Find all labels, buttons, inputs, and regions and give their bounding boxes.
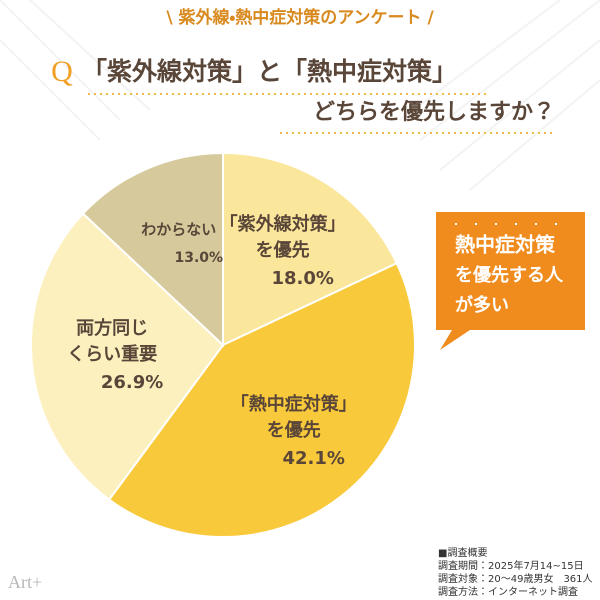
- slice-label: 「熱中症対策」: [231, 393, 357, 415]
- callout-text: を優先する人: [455, 264, 564, 286]
- callout-box: [436, 212, 585, 350]
- pie-slice: [30, 212, 225, 502]
- question-line: 「紫外線対策」と「熱中症対策」: [82, 57, 457, 86]
- callout-text: が多い: [455, 294, 509, 316]
- value-label: 18.0%: [271, 268, 333, 289]
- pie-slice: [81, 151, 224, 348]
- pie: 「紫外線対策」を優先18.0%「熱中症対策」を優先42.1%両方同じくらい重要2…: [30, 151, 416, 538]
- logo: Art+: [8, 572, 42, 592]
- callout-text: 熱中症対策: [455, 233, 556, 257]
- value-label: 42.1%: [282, 448, 344, 469]
- question-mark: Q: [51, 55, 73, 88]
- survey-title: \ 紫外線・熱中症対策のアンケート /: [166, 7, 434, 28]
- value-label: 13.0%: [174, 250, 223, 266]
- slice-label: を優先: [267, 419, 321, 441]
- palm-decoration: [0, 0, 600, 191]
- note: ■調査概要: [438, 546, 487, 559]
- slice-label: くらい重要: [67, 343, 157, 365]
- note: 調査方法：インターネット調査: [438, 585, 578, 598]
- slice-label: を優先: [256, 239, 310, 261]
- slice-label: 両方同じ: [76, 317, 148, 339]
- pie-slice: [107, 261, 416, 538]
- value-label: 26.9%: [101, 372, 163, 393]
- callout: 熱中症対策 を優先する人 が多い: [436, 212, 585, 350]
- pie-slice: [222, 151, 399, 347]
- note: 調査対象：20～49歳男女 361人: [438, 572, 593, 585]
- slice-label: 「紫外線対策」: [220, 213, 346, 235]
- slice-label: わからない: [141, 220, 216, 238]
- question-line: どちらを優先しますか？: [313, 100, 555, 125]
- note: 調査期間：2025年7月14~15日: [438, 559, 584, 572]
